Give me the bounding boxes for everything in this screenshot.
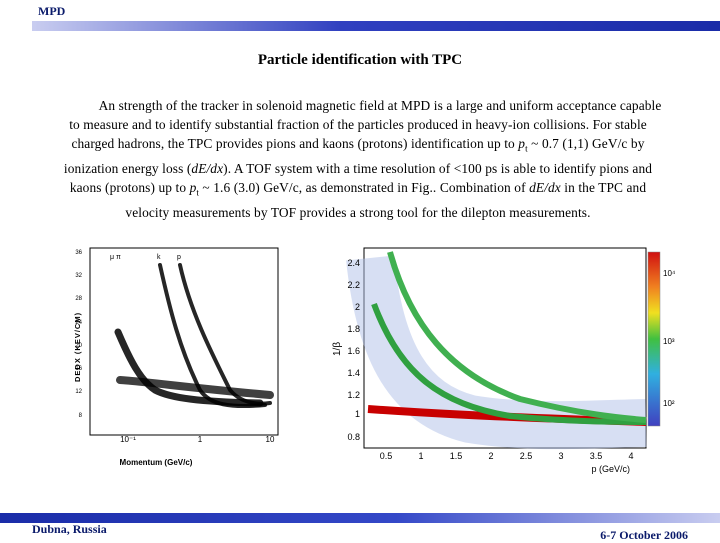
y-tick-label: 2 [355,302,360,312]
dedx-y-axis-label: DEDX (KEV/CM) [73,312,82,382]
slide-paragraph: An strength of the tracker in solenoid m… [52,96,664,223]
x-tick-label: 2 [488,451,493,461]
tof-x-axis-label: p (GeV/c) [591,464,630,474]
dedx-term: dE/dx [191,161,224,177]
dedx-figure: 36 32 28 24 20 16 12 8 10⁻¹ 1 10 Momentu… [60,240,288,472]
footer-location: Dubna, Russia [32,522,107,536]
x-tick-label: 10⁻¹ [120,435,136,444]
pt-symbol: p [518,136,526,152]
y-tick-label: 20 [75,343,82,349]
tof-y-axis-label: 1/β [332,342,343,356]
paragraph-part1: An strength of the tracker in solenoid m… [69,98,662,152]
slide-title: Particle identification with TPC [257,52,463,68]
pt-symbol-2: p [189,180,197,196]
y-tick-label: 36 [75,250,82,256]
y-tick-label: 32 [75,273,82,279]
paragraph-part4: ~ 1.6 (3.0) GeV/c, as demonstrated in Fi… [198,180,530,196]
tof-plot: 2.4 2.2 2 1.8 1.6 1.4 1.2 1 0.8 0.5 1 1.… [332,247,676,474]
x-tick-label: 3.5 [590,451,603,461]
y-tick-label: 8 [79,413,83,419]
footer-date: 6-7 October 2006 [600,528,688,542]
pt-subscript: t [525,144,528,155]
dedx-plot: 36 32 28 24 20 16 12 8 10⁻¹ 1 10 Momentu… [73,247,279,467]
header-label: MPD [38,4,66,18]
colorbar-label: 10² [663,399,675,408]
x-tick-label: 2.5 [520,451,533,461]
top-decorative-bar [32,21,720,31]
paragraph-part2: ~ 0.7 (1,1) GeV/c by ionization energy l… [63,136,645,177]
x-tick-label: 0.5 [380,451,393,461]
dedx-x-axis-label: Momentum (GeV/c) [120,458,193,467]
y-tick-label: 16 [75,366,82,372]
band-label-mu-pi: μ π [110,254,121,261]
paragraph-part5: in the TPC and velocity measurements by … [125,180,647,221]
tof-band-proton [387,251,647,423]
dedx-term-2: dE/dx [529,180,561,196]
dedx-band-electron [116,376,274,399]
y-tick-label: 28 [75,296,82,302]
dedx-band-proton [178,263,272,406]
x-tick-label: 1.5 [450,451,463,461]
y-tick-label: 12 [75,389,82,395]
band-label-kaon: k [157,254,161,261]
dedx-bands [114,263,274,409]
y-tick-label: 1.4 [347,368,360,378]
colorbar-label: 10⁴ [663,269,676,278]
y-tick-label: 24 [75,320,82,326]
x-tick-label: 1 [198,435,203,444]
y-tick-label: 1 [355,409,360,419]
x-tick-label: 1 [418,451,423,461]
y-tick-label: 2.2 [347,280,360,290]
colorbar-label: 10³ [663,337,675,346]
x-tick-label: 4 [628,451,633,461]
paragraph-part3: ). A TOF system with a time resolution o… [69,161,653,196]
band-label-proton: p [177,254,181,261]
y-tick-label: 1.2 [347,390,360,400]
y-tick-label: 1.6 [347,346,360,356]
bottom-decorative-bar [0,513,720,523]
x-tick-label: 3 [558,451,563,461]
y-tick-label: 2.4 [347,258,360,268]
y-tick-label: 0.8 [347,432,360,442]
y-tick-label: 1.8 [347,324,360,334]
x-tick-label: 10 [266,435,275,444]
pt-subscript-2: t [196,188,199,199]
colorbar [647,251,661,427]
tof-band-kaon [371,302,647,425]
tof-figure: 2.4 2.2 2 1.8 1.6 1.4 1.2 1 0.8 0.5 1 1.… [330,234,682,476]
